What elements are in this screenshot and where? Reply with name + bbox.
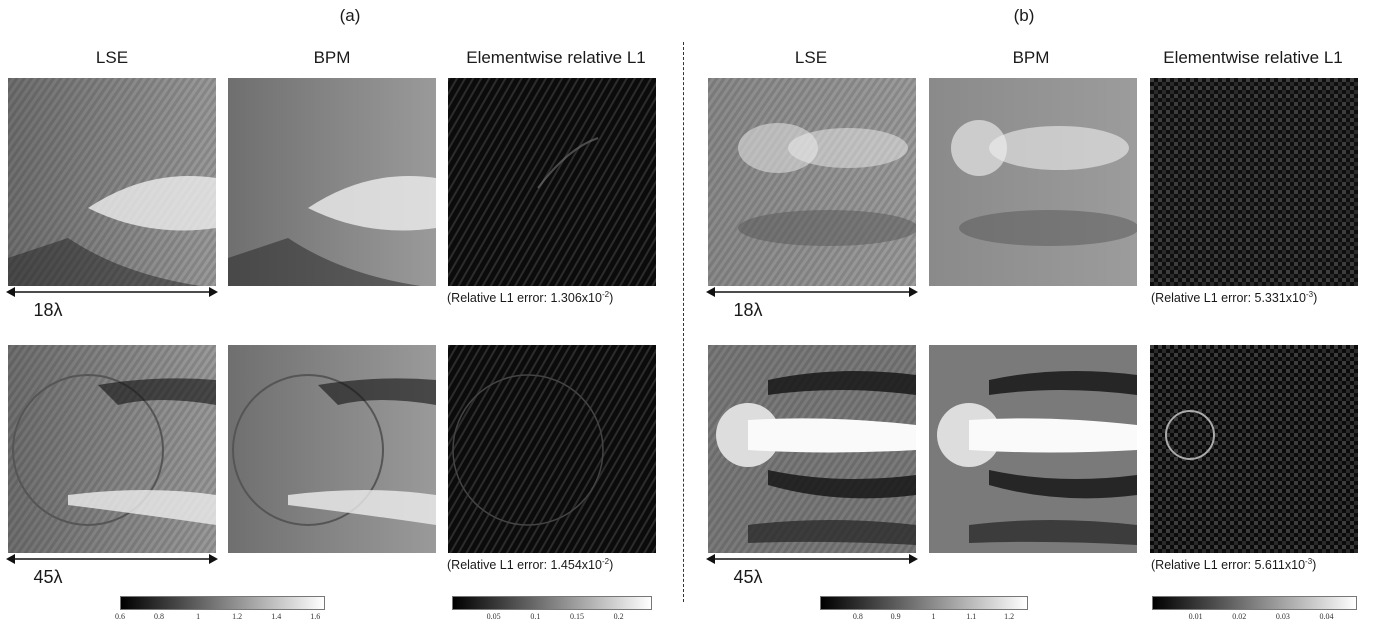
colorbar-tick-label: 0.05 bbox=[486, 612, 501, 621]
colorbar-tick-label: 0.8 bbox=[154, 612, 165, 621]
scale-label-a-45: 45λ bbox=[33, 567, 63, 587]
error-caption-b-18: (Relative L1 error: 5.331x10-3) bbox=[1151, 290, 1318, 306]
scale-label-b-18: 18λ bbox=[733, 300, 763, 320]
colorbar-tick-label: 1.6 bbox=[310, 612, 321, 621]
panel-b-label: (b) bbox=[1013, 6, 1035, 25]
colorbar-tick-label: 1.4 bbox=[271, 612, 282, 621]
error-map-image-a-18 bbox=[448, 78, 656, 286]
col-title-bpm-a: BPM bbox=[313, 48, 351, 67]
colorbar-tick-label: 1 bbox=[931, 612, 936, 621]
bpm-field-image-a-45 bbox=[228, 345, 436, 553]
col-title-bpm-b: BPM bbox=[1012, 48, 1050, 67]
colorbar-tick-label: 1.2 bbox=[1004, 612, 1015, 621]
panel-divider bbox=[683, 42, 684, 602]
error-map-image-a-45 bbox=[448, 345, 656, 553]
colorbar-tick-label: 0.6 bbox=[115, 612, 125, 621]
error-caption-b-45: (Relative L1 error: 5.611x10-3) bbox=[1151, 557, 1317, 573]
error-caption-a-45: (Relative L1 error: 1.454x10-2) bbox=[447, 557, 614, 573]
colorbar-tick-label: 0.15 bbox=[570, 612, 584, 621]
colorbar-tick-label: 1 bbox=[196, 612, 201, 621]
bpm-field-image-a-18 bbox=[228, 78, 436, 286]
lse-field-image-a-18 bbox=[8, 78, 216, 286]
colorbar-ticks-a-error: 0.05 0.1 0.15 0.2 bbox=[452, 612, 652, 622]
colorbar-tick-label: 0.01 bbox=[1188, 612, 1203, 621]
colorbar-b-error bbox=[1152, 596, 1357, 610]
scale-label-a-18: 18λ bbox=[33, 300, 63, 320]
colorbar-ticks-b-error: 0.01 0.02 0.03 0.04 bbox=[1152, 612, 1357, 622]
lse-field-image-b-18 bbox=[708, 78, 916, 286]
colorbar-b-field bbox=[820, 596, 1028, 610]
col-title-lse-a: LSE bbox=[95, 48, 129, 67]
colorbar-ticks-a-field: 0.6 0.8 1 1.2 1.4 1.6 bbox=[115, 612, 325, 622]
col-title-error-a: Elementwise relative L1 bbox=[466, 48, 646, 67]
colorbar-a-error bbox=[452, 596, 652, 610]
bpm-field-image-b-45 bbox=[929, 345, 1137, 553]
error-map-image-b-45 bbox=[1150, 345, 1358, 553]
lse-field-image-a-45 bbox=[8, 345, 216, 553]
col-title-lse-b: LSE bbox=[794, 48, 828, 67]
colorbar-a-field bbox=[120, 596, 325, 610]
col-title-error-b: Elementwise relative L1 bbox=[1163, 48, 1343, 67]
colorbar-tick-label: 0.04 bbox=[1319, 612, 1334, 621]
scale-arrow-a-18 bbox=[6, 287, 218, 297]
error-caption-a-18: (Relative L1 error: 1.306x10-2) bbox=[447, 290, 614, 306]
colorbar-tick-label: 0.9 bbox=[890, 612, 901, 621]
colorbar-ticks-b-field: 0.8 0.9 1 1.1 1.2 bbox=[820, 612, 1028, 622]
colorbar-tick-label: 0.1 bbox=[530, 612, 541, 621]
colorbar-tick-label: 0.03 bbox=[1275, 612, 1290, 621]
colorbar-tick-label: 0.2 bbox=[613, 612, 624, 621]
colorbar-tick-label: 1.2 bbox=[232, 612, 243, 621]
scale-arrow-b-45 bbox=[706, 554, 918, 564]
scale-arrow-a-45 bbox=[6, 554, 218, 564]
scale-arrow-b-18 bbox=[706, 287, 918, 297]
colorbar-tick-label: 0.8 bbox=[852, 612, 863, 621]
colorbar-tick-label: 1.1 bbox=[966, 612, 977, 621]
scale-label-b-45: 45λ bbox=[733, 567, 763, 587]
lse-field-image-b-45 bbox=[708, 345, 916, 553]
error-map-image-b-18 bbox=[1150, 78, 1358, 286]
bpm-field-image-b-18 bbox=[929, 78, 1137, 286]
colorbar-tick-label: 0.02 bbox=[1232, 612, 1247, 621]
panel-a-label: (a) bbox=[339, 6, 361, 25]
